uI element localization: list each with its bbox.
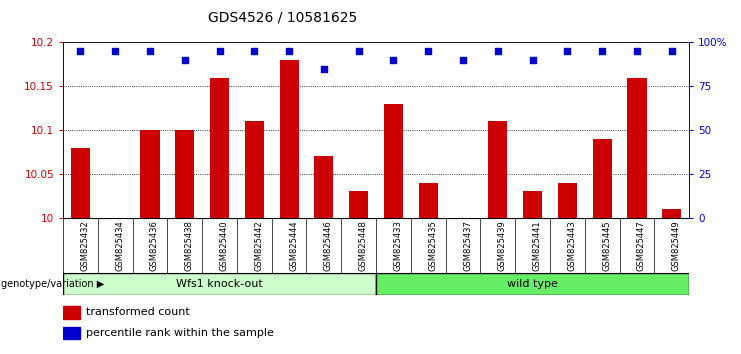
Point	[283, 48, 295, 54]
Bar	[593, 139, 612, 218]
Bar	[349, 192, 368, 218]
Text: genotype/variation ▶: genotype/variation ▶	[1, 279, 104, 289]
Text: Wfs1 knock-out: Wfs1 knock-out	[176, 279, 263, 289]
Text: GSM825448: GSM825448	[359, 221, 368, 271]
Bar	[488, 121, 508, 218]
Point	[666, 48, 678, 54]
Point	[388, 57, 399, 63]
Text: GSM825443: GSM825443	[568, 221, 576, 271]
Text: wild type: wild type	[507, 279, 558, 289]
Text: GSM825446: GSM825446	[324, 221, 333, 271]
Text: GSM825442: GSM825442	[254, 221, 263, 271]
Bar	[523, 192, 542, 218]
Bar	[245, 121, 264, 218]
Bar	[376, 273, 689, 295]
Point	[318, 66, 330, 72]
Point	[492, 48, 504, 54]
Bar	[279, 60, 299, 218]
Bar	[384, 104, 403, 218]
Bar	[140, 130, 159, 218]
Point	[179, 57, 190, 63]
Bar	[419, 183, 438, 218]
Text: GSM825438: GSM825438	[185, 221, 193, 271]
Bar	[63, 306, 80, 319]
Bar	[210, 78, 229, 218]
Point	[213, 48, 225, 54]
Text: GSM825436: GSM825436	[150, 221, 159, 271]
Text: GSM825444: GSM825444	[289, 221, 298, 271]
Point	[597, 48, 608, 54]
Point	[109, 48, 121, 54]
Point	[457, 57, 469, 63]
Text: GSM825439: GSM825439	[498, 221, 507, 271]
Text: GSM825449: GSM825449	[672, 221, 681, 271]
Bar	[63, 327, 80, 339]
Text: GSM825432: GSM825432	[80, 221, 90, 271]
Point	[144, 48, 156, 54]
Bar	[558, 183, 577, 218]
Text: GSM825434: GSM825434	[115, 221, 124, 271]
Text: GSM825433: GSM825433	[393, 221, 402, 271]
Text: GSM825447: GSM825447	[637, 221, 646, 271]
Point	[527, 57, 539, 63]
Point	[631, 48, 643, 54]
Text: GSM825435: GSM825435	[428, 221, 437, 271]
Point	[422, 48, 434, 54]
Text: GSM825441: GSM825441	[533, 221, 542, 271]
Point	[74, 48, 86, 54]
Text: transformed count: transformed count	[87, 307, 190, 317]
Bar	[662, 209, 681, 218]
Bar	[628, 78, 646, 218]
Text: percentile rank within the sample: percentile rank within the sample	[87, 328, 274, 338]
Text: GSM825440: GSM825440	[219, 221, 228, 271]
Bar	[63, 273, 376, 295]
Text: GDS4526 / 10581625: GDS4526 / 10581625	[207, 11, 356, 25]
Point	[562, 48, 574, 54]
Text: GSM825437: GSM825437	[463, 221, 472, 271]
Bar	[314, 156, 333, 218]
Bar	[71, 148, 90, 218]
Text: GSM825445: GSM825445	[602, 221, 611, 271]
Point	[248, 48, 260, 54]
Bar	[175, 130, 194, 218]
Point	[353, 48, 365, 54]
